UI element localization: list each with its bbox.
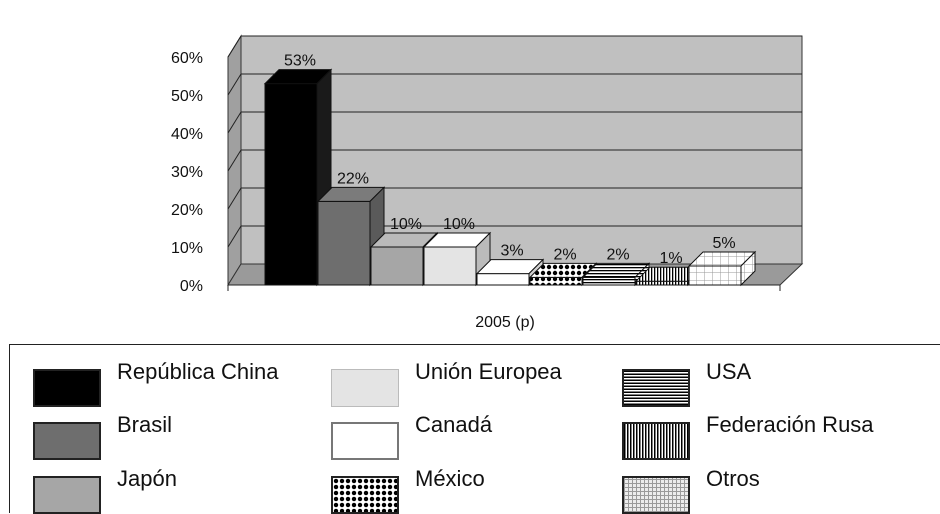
legend-swatch [33, 476, 101, 514]
data-label: 5% [712, 235, 735, 252]
legend-swatch [622, 369, 690, 407]
y-tick-label: 60% [171, 50, 203, 67]
bar-front [423, 246, 477, 286]
bar-otros [687, 250, 757, 287]
data-label: 2% [553, 246, 576, 263]
wall-gridline [227, 187, 242, 210]
legend-label: Otros [706, 466, 760, 491]
y-tick-label: 40% [171, 126, 203, 143]
bar-front [476, 273, 530, 286]
wall-gridline [227, 73, 242, 96]
y-tick-label: 30% [171, 164, 203, 181]
legend: República China Brasil Japón Unión Europea C… [9, 344, 940, 514]
legend-swatch [622, 476, 690, 514]
legend-swatch [331, 476, 399, 514]
bar-brasil [316, 186, 386, 287]
data-label: 22% [337, 170, 369, 187]
bars [263, 68, 757, 287]
data-label: 10% [390, 216, 422, 233]
data-label: 10% [443, 216, 475, 233]
legend-label: Unión Europea [415, 359, 562, 384]
legend-label: Federación Rusa [706, 412, 874, 437]
data-labels: 53% 22% 10% 10% 3% 2% 2% 1% 5% [284, 53, 736, 268]
wall-gridline [227, 149, 242, 172]
wall-gridline [227, 111, 242, 134]
legend-label: México [415, 466, 485, 491]
legend-swatch [331, 369, 399, 407]
bar-front [370, 246, 424, 286]
bar-front [317, 200, 371, 286]
data-label: 1% [659, 250, 682, 267]
legend-swatch [331, 422, 399, 460]
legend-swatch [33, 422, 101, 460]
legend-label: República China [117, 359, 279, 384]
y-tick-label: 20% [171, 202, 203, 219]
data-label: 3% [500, 243, 523, 260]
wall-gridline [227, 225, 242, 248]
bar-front [529, 276, 583, 286]
y-tick-label: 0% [180, 278, 203, 295]
legend-swatch [622, 422, 690, 460]
bar-front [688, 265, 742, 286]
x-axis-label: 2005 (p) [475, 314, 535, 331]
legend-label: Canadá [415, 412, 493, 437]
wall-gridline [227, 35, 242, 58]
data-label: 2% [606, 246, 629, 263]
legend-label: Japón [117, 466, 177, 491]
legend-label: USA [706, 359, 752, 384]
bar-front [264, 83, 318, 286]
legend-swatch [33, 369, 101, 407]
y-tick-label: 10% [171, 240, 203, 257]
y-tick-label: 50% [171, 88, 203, 105]
bar-side [740, 250, 756, 287]
bar-front [582, 276, 636, 286]
bar-front [635, 280, 689, 286]
data-label: 53% [284, 53, 316, 70]
legend-label: Brasil [117, 412, 173, 437]
bar-chart-3d: 0% 10% 20% 30% 40% 50% 60% 53% 22% 10% 10% 3% 2% 2% 1… [171, 34, 804, 331]
